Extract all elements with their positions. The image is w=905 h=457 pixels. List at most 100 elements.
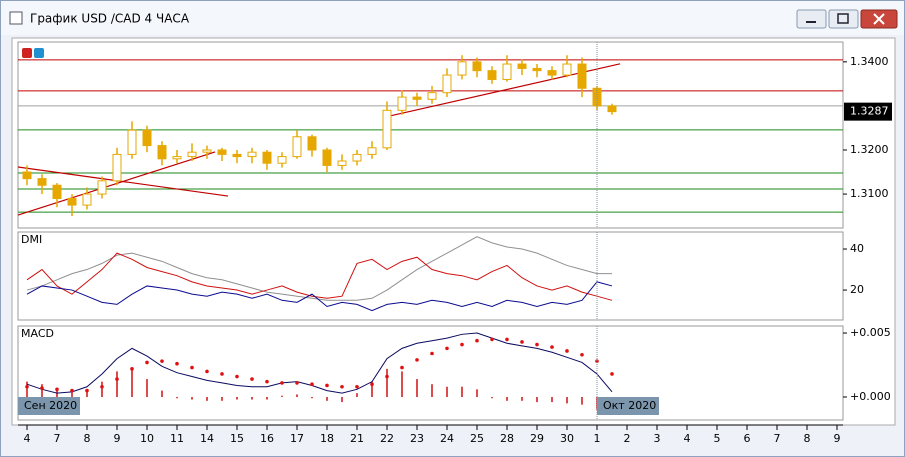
signal-dot (115, 377, 119, 381)
candle-body (202, 149, 212, 153)
x-tick-label: 7 (774, 432, 781, 445)
signal-dot (160, 359, 164, 363)
x-tick-label: 14 (200, 432, 214, 445)
x-tick-label: 2 (624, 432, 631, 445)
candle-body (322, 149, 332, 166)
candle-body (52, 184, 62, 199)
signal-dot (445, 346, 449, 351)
signal-dot (325, 383, 329, 388)
candle-body (37, 178, 47, 186)
signal-dot (175, 361, 179, 366)
candle-body (112, 153, 122, 182)
x-tick-label: 1 (594, 432, 601, 445)
y-tick-label: 20 (850, 283, 864, 296)
indicator-line (26, 332, 613, 394)
candle-body (22, 171, 32, 180)
candle-body (247, 151, 257, 158)
y-tick-label: +0.000 (850, 390, 891, 403)
last-price-box (844, 102, 892, 121)
signal-dot (85, 388, 89, 393)
x-tick-label: 10 (140, 432, 154, 445)
x-tick-label: 3 (654, 432, 661, 445)
month-label: Сен 2020 (24, 399, 77, 412)
candle-body (472, 61, 482, 72)
signal-dot (280, 381, 284, 385)
x-tick-label: 16 (260, 432, 274, 445)
candle-body (502, 63, 512, 80)
candle-body (487, 70, 497, 80)
signal-dot (400, 365, 404, 370)
signal-dot (130, 367, 134, 371)
x-tick-label: 17 (290, 432, 304, 445)
signal-dot (565, 349, 569, 353)
month-label: Окт 2020 (603, 399, 656, 412)
candle-body (157, 145, 167, 160)
macd-pane (17, 325, 844, 421)
x-tick-label: 18 (320, 432, 334, 445)
candle-body (277, 156, 287, 164)
candle-body (142, 129, 152, 147)
candle-body (82, 193, 92, 206)
candle-body (442, 74, 452, 94)
signal-dot (580, 352, 584, 357)
window-icon (9, 11, 23, 25)
signal-dot (595, 359, 599, 363)
candle-body (577, 63, 587, 89)
signal-dot (40, 386, 44, 390)
minimize-button[interactable] (796, 9, 827, 29)
signal-dot (235, 374, 239, 379)
x-tick-label: 9 (114, 432, 121, 445)
indicator-icon (34, 48, 44, 58)
indicator-line (26, 236, 612, 301)
candle-body (67, 197, 77, 206)
month-label-box (18, 397, 80, 415)
close-icon (873, 13, 885, 25)
candle-body (532, 67, 542, 72)
signal-dot (295, 381, 299, 385)
candle-body (292, 136, 302, 158)
indicator-icon (22, 48, 32, 58)
x-tick-label: 11 (170, 432, 184, 445)
indicator-line (26, 252, 613, 301)
candle-body (427, 92, 437, 100)
candle-body (352, 153, 362, 162)
x-tick-label: 28 (500, 432, 514, 445)
x-tick-label: 9 (834, 432, 841, 445)
candle-body (547, 70, 557, 76)
candle-body (517, 63, 527, 69)
signal-dot (250, 377, 254, 381)
candle-body (457, 61, 467, 76)
signal-dot (70, 388, 74, 393)
maximize-button[interactable] (828, 9, 859, 29)
candle-body (307, 136, 317, 151)
maximize-icon (837, 13, 849, 24)
candle-body (412, 96, 422, 100)
last-price-label: 1.3287 (850, 105, 889, 118)
signal-dot (340, 384, 344, 389)
y-tick-label: 40 (850, 242, 864, 255)
candle-body (337, 160, 347, 166)
candle-body (97, 180, 107, 195)
signal-dot (415, 358, 419, 362)
signal-dot (505, 337, 509, 342)
price-pane (17, 41, 844, 229)
x-tick-label: 4 (24, 432, 31, 445)
pane-title: MACD (21, 327, 54, 340)
x-tick-label: 5 (714, 432, 721, 445)
signal-dot (550, 345, 554, 349)
signal-dot (520, 340, 524, 344)
candle-body (217, 149, 227, 155)
month-label-box (597, 397, 659, 415)
candle-body (562, 63, 572, 76)
x-tick-label: 7 (54, 432, 61, 445)
x-tick-label: 23 (410, 432, 424, 445)
signal-dot (460, 342, 464, 347)
signal-dot (310, 382, 314, 386)
signal-dot (475, 338, 479, 343)
x-tick-label: 8 (84, 432, 91, 445)
y-tick-label: +0.005 (850, 326, 891, 339)
x-tick-label: 21 (350, 432, 364, 445)
candle-body (262, 151, 272, 164)
candle-body (607, 105, 617, 113)
